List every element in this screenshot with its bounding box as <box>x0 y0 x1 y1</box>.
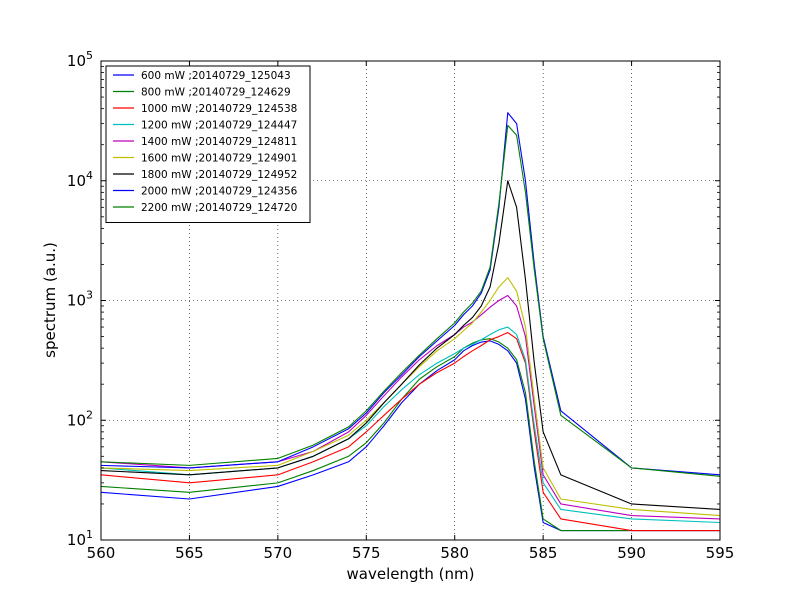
series-line-9 <box>101 124 720 477</box>
legend: 600 mW ;20140729_125043 800 mW ;20140729_… <box>105 65 311 223</box>
series-line-3 <box>101 331 720 532</box>
series-line-7 <box>101 180 720 510</box>
legend-label: 600 mW ;20140729_125043 <box>141 70 291 82</box>
y-tick-label: 105 <box>67 49 93 70</box>
x-tick-label: 565 <box>175 544 204 562</box>
legend-label: 1800 mW ;20140729_124952 <box>141 169 297 181</box>
series-line-5 <box>101 294 720 520</box>
tick-labels: 560 565 570 575 580 585 590 595 101 102 103 104 105 <box>67 49 734 562</box>
x-tick-label: 590 <box>617 544 646 562</box>
ticks <box>100 60 721 541</box>
x-tick-label: 560 <box>87 544 116 562</box>
series-group <box>101 112 720 532</box>
legend-label: 2000 mW ;20140729_124356 <box>141 186 298 198</box>
legend-label: 2200 mW ;20140729_124720 <box>141 202 297 214</box>
series-line-1 <box>101 340 720 532</box>
x-tick-label: 595 <box>706 544 735 562</box>
series-line-8 <box>101 112 720 476</box>
y-tick-label: 102 <box>67 408 93 429</box>
x-tick-label: 580 <box>440 544 469 562</box>
legend-label: 1600 mW ;20140729_124901 <box>141 153 297 165</box>
y-tick-label: 103 <box>67 289 93 310</box>
legend-label: 1400 mW ;20140729_124811 <box>141 136 297 148</box>
legend-box <box>105 65 311 223</box>
x-tick-label: 575 <box>352 544 381 562</box>
y-tick-label: 101 <box>67 528 93 549</box>
series-line-6 <box>101 277 720 517</box>
legend-label: 1000 mW ;20140729_124538 <box>141 103 297 115</box>
x-tick-label: 585 <box>529 544 558 562</box>
x-axis-label: wavelength (nm) <box>347 565 475 583</box>
x-tick-label: 570 <box>264 544 293 562</box>
y-axis-label: spectrum (a.u.) <box>41 242 59 358</box>
legend-label: 1200 mW ;20140729_124447 <box>141 120 297 132</box>
y-tick-label: 104 <box>67 169 93 190</box>
legend-label: 800 mW ;20140729_124629 <box>141 87 291 99</box>
